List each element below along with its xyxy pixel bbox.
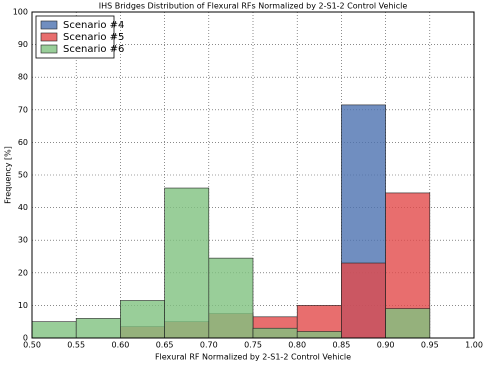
bar — [208, 257, 254, 339]
x-tick-label: 1.00 — [465, 341, 483, 350]
x-tick-label: 0.80 — [288, 341, 306, 350]
bar — [164, 187, 210, 339]
plot-frame — [31, 11, 475, 339]
x-tick-label: 0.90 — [377, 341, 395, 350]
y-tick-label: 100 — [13, 8, 28, 17]
y-tick-label: 90 — [18, 40, 28, 49]
legend-label: Scenario #5 — [63, 32, 124, 43]
bar — [252, 327, 298, 339]
x-tick-label: 0.65 — [156, 341, 174, 350]
legend-swatch — [40, 32, 58, 42]
legend-swatch — [40, 44, 58, 54]
y-axis-label: Frequency [%] — [4, 146, 13, 204]
x-axis-label: Flexural RF Normalized by 2-S1-2 Control… — [155, 353, 351, 362]
x-tick-label: 0.50 — [23, 341, 41, 350]
y-tick-label: 20 — [18, 268, 28, 277]
bar — [75, 318, 121, 339]
y-tick-label: 0 — [23, 334, 28, 343]
x-tick-label: 0.95 — [421, 341, 439, 350]
y-tick-label: 30 — [18, 236, 28, 245]
bar — [296, 331, 342, 339]
y-tick-label: 60 — [18, 138, 28, 147]
bar — [385, 308, 431, 339]
legend-label: Scenario #6 — [63, 44, 124, 55]
legend-swatch — [40, 20, 58, 30]
x-tick-label: 0.75 — [244, 341, 262, 350]
bar — [341, 262, 386, 339]
x-tick-label: 0.55 — [67, 341, 85, 350]
y-tick-label: 10 — [18, 301, 28, 310]
x-tick-label: 0.85 — [332, 341, 350, 350]
x-tick-label: 0.70 — [200, 341, 218, 350]
chart-title: IHS Bridges Distribution of Flexural RFs… — [99, 2, 408, 11]
y-tick-label: 70 — [18, 105, 28, 114]
y-tick-label: 50 — [18, 171, 28, 180]
legend-label: Scenario #4 — [63, 20, 124, 31]
y-tick-label: 40 — [18, 203, 28, 212]
bar — [120, 300, 165, 339]
bar — [31, 321, 77, 339]
y-tick-label: 80 — [18, 73, 28, 82]
x-tick-label: 0.60 — [111, 341, 129, 350]
